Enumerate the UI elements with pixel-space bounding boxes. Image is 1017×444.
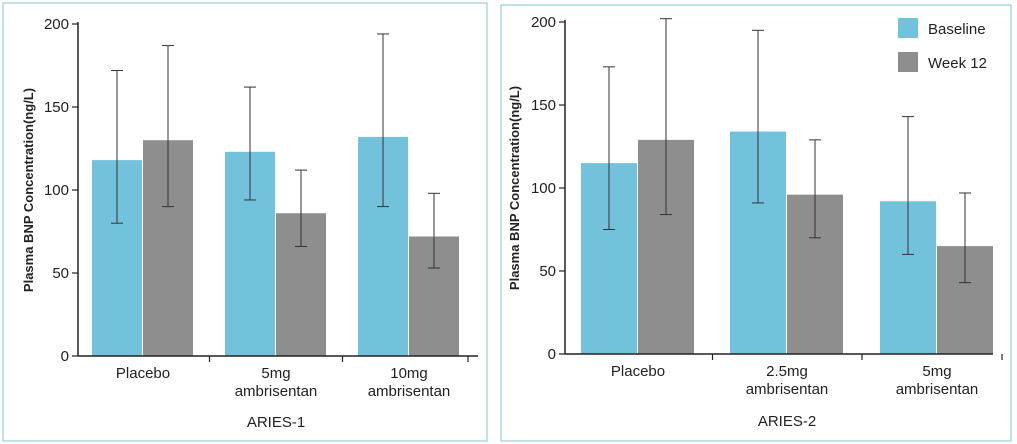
chart-title: ARIES-1 [247, 414, 305, 431]
legend-label: Baseline [928, 21, 986, 38]
category-label: ambrisentan [368, 383, 451, 400]
category-label: ambrisentan [896, 381, 979, 398]
legend-label: Week 12 [928, 55, 987, 72]
category-label: ambrisentan [746, 381, 829, 398]
y-tick-label: 150 [44, 99, 69, 116]
legend: Baseline Week 12 [898, 18, 987, 72]
legend-swatch [898, 18, 918, 38]
category-label: Placebo [611, 363, 665, 380]
chart-title: ARIES-2 [758, 413, 816, 430]
y-tick-label: 100 [44, 182, 69, 199]
category-label: 5mg [261, 365, 290, 382]
y-tick-label: 200 [44, 16, 69, 33]
y-tick-label: 200 [531, 14, 556, 31]
y-tick-label: 100 [531, 180, 556, 197]
category-label: ambrisentan [235, 383, 318, 400]
y-tick-label: 0 [61, 348, 69, 365]
y-axis-label: Plasma BNP Concentration(ng/L) [21, 88, 36, 292]
category-label: Placebo [116, 365, 170, 382]
y-tick-label: 0 [548, 346, 556, 363]
y-tick-label: 50 [52, 265, 69, 282]
category-label: 10mg [390, 365, 428, 382]
category-label: 2.5mg [766, 363, 808, 380]
y-axis-label: Plasma BNP Concentration(ng/L) [507, 86, 522, 290]
legend-swatch [898, 52, 918, 72]
category-label: 5mg [922, 363, 951, 380]
y-tick-label: 50 [539, 263, 556, 280]
panel-border [2, 2, 488, 442]
y-tick-label: 150 [531, 97, 556, 114]
panel-border [500, 4, 1012, 442]
